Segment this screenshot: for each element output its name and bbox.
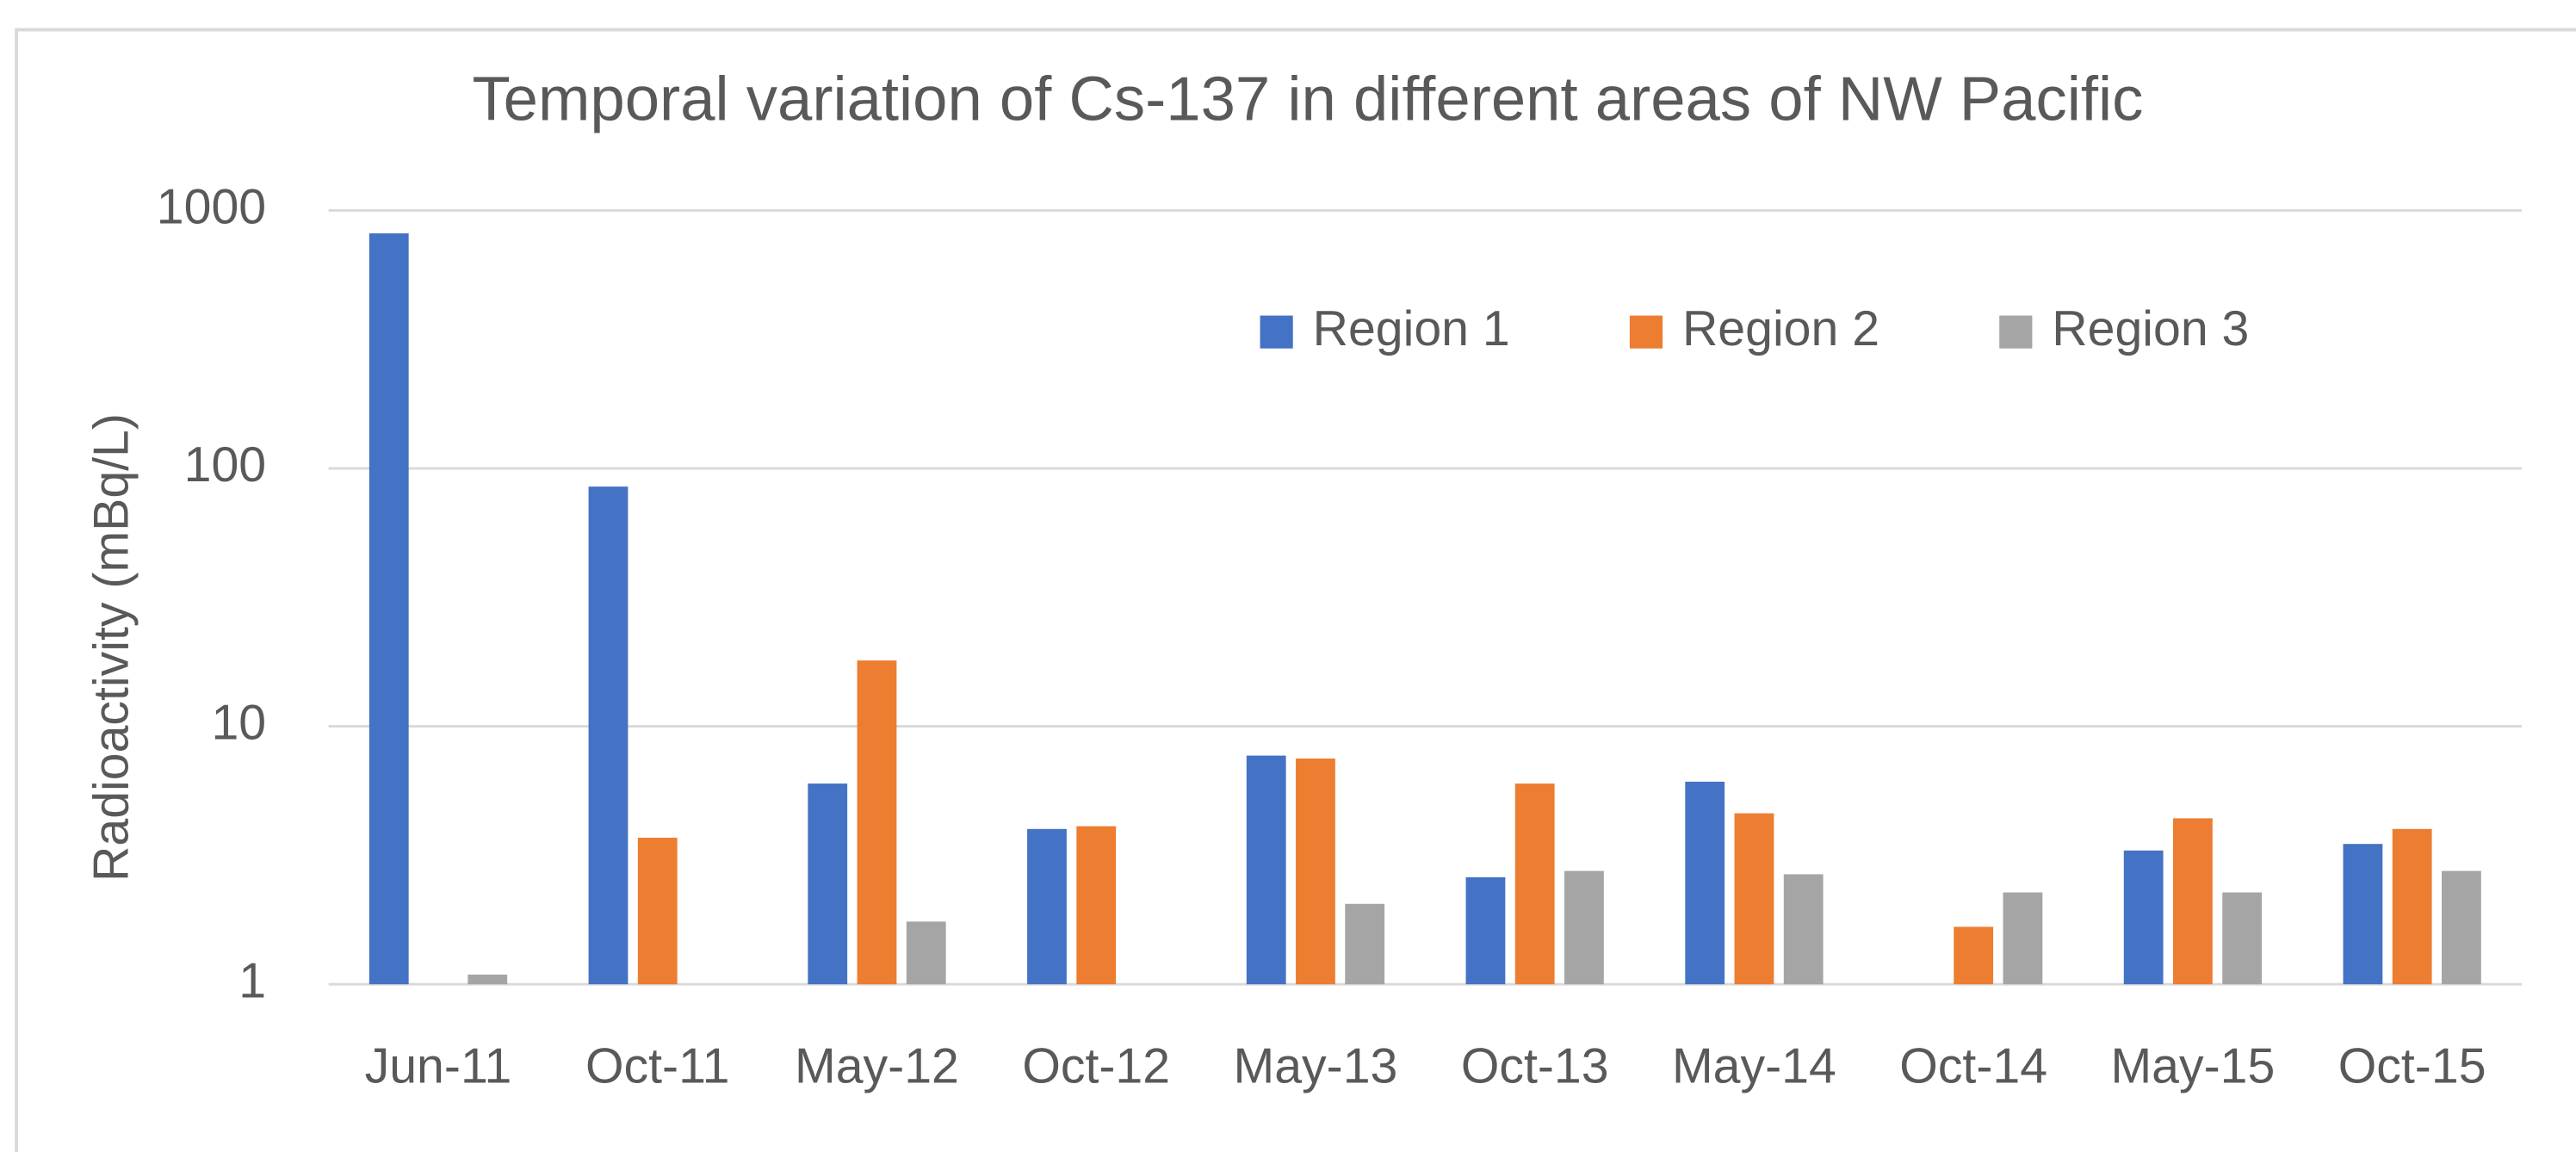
legend-label: Region 1 — [1313, 301, 1510, 356]
bar — [368, 233, 409, 985]
x-tick-label: May-14 — [1672, 1039, 1836, 1094]
bar — [808, 783, 848, 985]
bar — [1734, 813, 1774, 985]
x-tick-label: Oct-11 — [585, 1039, 730, 1094]
bar — [2442, 870, 2481, 985]
x-tick-label: Oct-14 — [1899, 1039, 2047, 1094]
y-tick-label: 10 — [211, 696, 266, 751]
bar — [906, 921, 946, 985]
bar — [1076, 826, 1117, 985]
bar — [2003, 892, 2043, 985]
chart-title: Temporal variation of Cs-137 in differen… — [472, 65, 2143, 134]
bar — [1345, 903, 1385, 985]
bar — [1296, 759, 1335, 985]
legend-label: Region 2 — [1682, 301, 1879, 356]
x-tick-label: Jun-11 — [365, 1039, 512, 1094]
bar — [2222, 892, 2263, 985]
legend-swatch — [1999, 315, 2033, 349]
bar — [2123, 850, 2164, 985]
bar — [857, 660, 897, 985]
x-tick-label: May-12 — [795, 1039, 959, 1094]
legend-swatch — [1629, 315, 1663, 349]
y-axis-label: Radioactivity (mBq/L) — [84, 413, 139, 882]
x-tick-label: Oct-13 — [1461, 1039, 1609, 1094]
y-tick-label: 100 — [184, 437, 267, 492]
bar — [1246, 755, 1286, 985]
bar — [1783, 874, 1824, 985]
legend-label: Region 3 — [2052, 301, 2249, 356]
x-tick-label: Oct-15 — [2338, 1039, 2486, 1094]
bar — [1027, 828, 1067, 985]
y-tick-label: 1000 — [157, 180, 266, 235]
bar — [1685, 781, 1725, 985]
bar — [1954, 926, 1994, 985]
bar — [2392, 828, 2432, 985]
bar — [588, 486, 629, 985]
x-tick-label: May-13 — [1234, 1039, 1398, 1094]
x-tick-label: May-15 — [2110, 1039, 2275, 1094]
y-tick-label: 1 — [238, 953, 266, 1008]
x-tick-label: Oct-12 — [1022, 1039, 1170, 1094]
bar — [1465, 876, 1506, 985]
bar — [1564, 870, 1604, 985]
legend-swatch — [1260, 315, 1293, 349]
bar — [637, 837, 678, 985]
bar — [1514, 783, 1555, 985]
bar — [2343, 844, 2383, 985]
bar — [2173, 818, 2213, 985]
bar — [468, 974, 508, 985]
